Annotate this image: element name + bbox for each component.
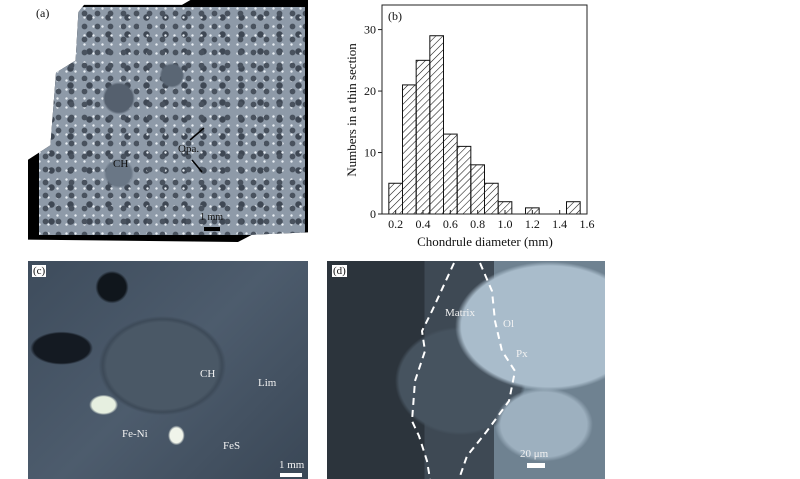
arrow-icon xyxy=(191,159,203,173)
panel-b-label: (b) xyxy=(388,9,402,23)
panel-a-label: (a) xyxy=(36,6,50,20)
x-tick-label: 1.0 xyxy=(498,217,513,231)
scale-bar-c xyxy=(280,473,302,477)
histogram-chart: 0.2 0.4 0.6 0.8 1.0 1.2 1.4 1.6 0 10 20 30 (b) Chon… xyxy=(344,4,595,249)
label-lim: Lim xyxy=(258,377,277,389)
plot-frame xyxy=(381,4,588,215)
histogram-bar xyxy=(402,84,417,215)
scale-label-c: 1 mm xyxy=(279,459,305,471)
x-tick-label: 0.6 xyxy=(443,217,458,231)
panel-c-label: (c) xyxy=(32,265,47,277)
histogram-bar xyxy=(415,59,431,215)
scale-label-d: 20 μm xyxy=(520,448,549,460)
x-tick-label: 1.2 xyxy=(525,217,540,231)
y-tick-label: 20 xyxy=(364,84,376,98)
histogram-bar xyxy=(566,201,581,215)
label-matrix: Matrix xyxy=(445,307,475,319)
histogram-bar xyxy=(470,164,485,215)
y-axis-label: Numbers in a thin section xyxy=(344,43,359,177)
x-tick-label: 0.8 xyxy=(470,217,485,231)
y-tick-label: 10 xyxy=(364,146,376,160)
label-fes: FeS xyxy=(223,440,241,452)
label-ol: Ol xyxy=(503,318,514,330)
histogram-bar xyxy=(456,145,472,215)
panel-d-bse-image xyxy=(327,261,605,479)
scale-bar-d xyxy=(527,463,545,468)
histogram-bar xyxy=(388,182,403,215)
panel-d-label: (d) xyxy=(332,265,347,277)
y-tick-label: 0 xyxy=(370,207,376,221)
label-px: Px xyxy=(516,348,528,360)
label-ch: CH xyxy=(113,158,129,170)
label-fe-ni: Fe-Ni xyxy=(122,428,148,440)
x-tick-label: 0.2 xyxy=(388,217,403,231)
matrix-boundary-lines xyxy=(410,262,517,479)
scale-bar-a xyxy=(204,227,220,231)
x-axis-label: Chondrule diameter (mm) xyxy=(417,234,553,249)
label-ch-c: CH xyxy=(200,368,216,380)
label-opa: Opa. xyxy=(178,143,200,155)
histogram-bar xyxy=(429,35,445,215)
x-tick-label: 1.4 xyxy=(552,217,567,231)
panel-a-thin-section-image xyxy=(28,0,308,242)
histogram-bar xyxy=(443,133,458,215)
x-tick-label: 0.4 xyxy=(416,217,431,231)
y-tick-label: 30 xyxy=(364,23,376,37)
x-tick-label: 1.6 xyxy=(580,217,595,231)
scale-label-a: 1 mm xyxy=(200,212,224,223)
arrow-icons xyxy=(189,127,205,173)
panel-c-reflected-light-image xyxy=(28,261,308,479)
arrow-icon xyxy=(189,127,205,141)
histogram-bar xyxy=(484,182,499,215)
